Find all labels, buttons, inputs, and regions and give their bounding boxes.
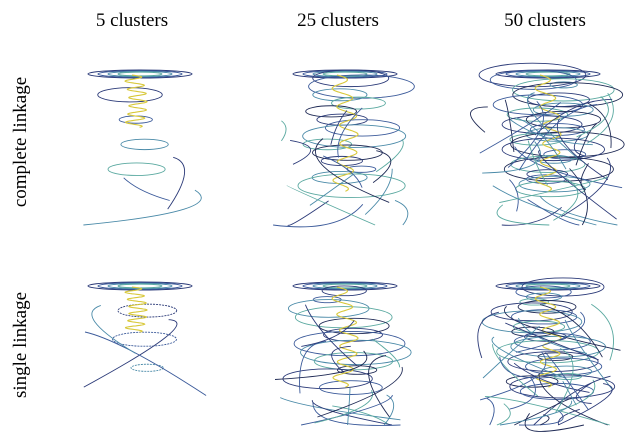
ring (108, 163, 165, 176)
curve (369, 355, 390, 417)
curve (395, 200, 408, 225)
ring (283, 369, 372, 389)
ring (347, 166, 376, 172)
curve (502, 207, 562, 225)
ring (288, 300, 369, 318)
ring (113, 332, 177, 346)
column-label: 50 clusters (504, 10, 586, 31)
ring (118, 284, 162, 288)
curve (487, 398, 494, 425)
ring (118, 72, 162, 76)
panel (470, 63, 624, 225)
curve (546, 353, 589, 411)
curve (591, 304, 613, 360)
page: 5 clusters 25 clusters 50 clusters compl… (0, 0, 631, 436)
ring (294, 331, 405, 355)
curve (281, 121, 286, 141)
curve (478, 312, 499, 358)
curve (275, 351, 367, 380)
curve (124, 178, 170, 201)
ring (314, 353, 392, 370)
panel (275, 282, 411, 425)
curve (300, 341, 326, 393)
curve (85, 332, 206, 396)
curve (84, 320, 177, 387)
curve (373, 151, 391, 183)
row-label: complete linkage (10, 77, 31, 207)
ring (306, 106, 357, 117)
panels (83, 63, 624, 431)
curve (92, 305, 136, 353)
ring (527, 170, 568, 179)
column-label: 5 clusters (96, 10, 168, 31)
curve (525, 413, 584, 431)
panel (273, 70, 414, 227)
curve (83, 190, 201, 225)
curve (505, 100, 514, 152)
ring (118, 304, 177, 317)
curve (497, 404, 510, 425)
ring (526, 72, 570, 76)
curve (315, 390, 373, 423)
panel (478, 278, 621, 431)
ring (322, 286, 366, 296)
panel (84, 282, 206, 396)
curve (290, 140, 311, 164)
curve (558, 384, 612, 425)
column-label: 25 clusters (297, 10, 379, 31)
ring (511, 132, 624, 157)
ring (121, 139, 168, 149)
curve (348, 388, 350, 425)
helix (125, 287, 147, 332)
curve (288, 201, 329, 225)
curve (168, 157, 185, 209)
curve (505, 323, 598, 360)
row-label: single linkage (10, 292, 31, 398)
figure: 5 clusters 25 clusters 50 clusters compl… (0, 0, 631, 436)
curve (470, 107, 487, 132)
ring (131, 364, 163, 371)
panel (83, 70, 201, 225)
